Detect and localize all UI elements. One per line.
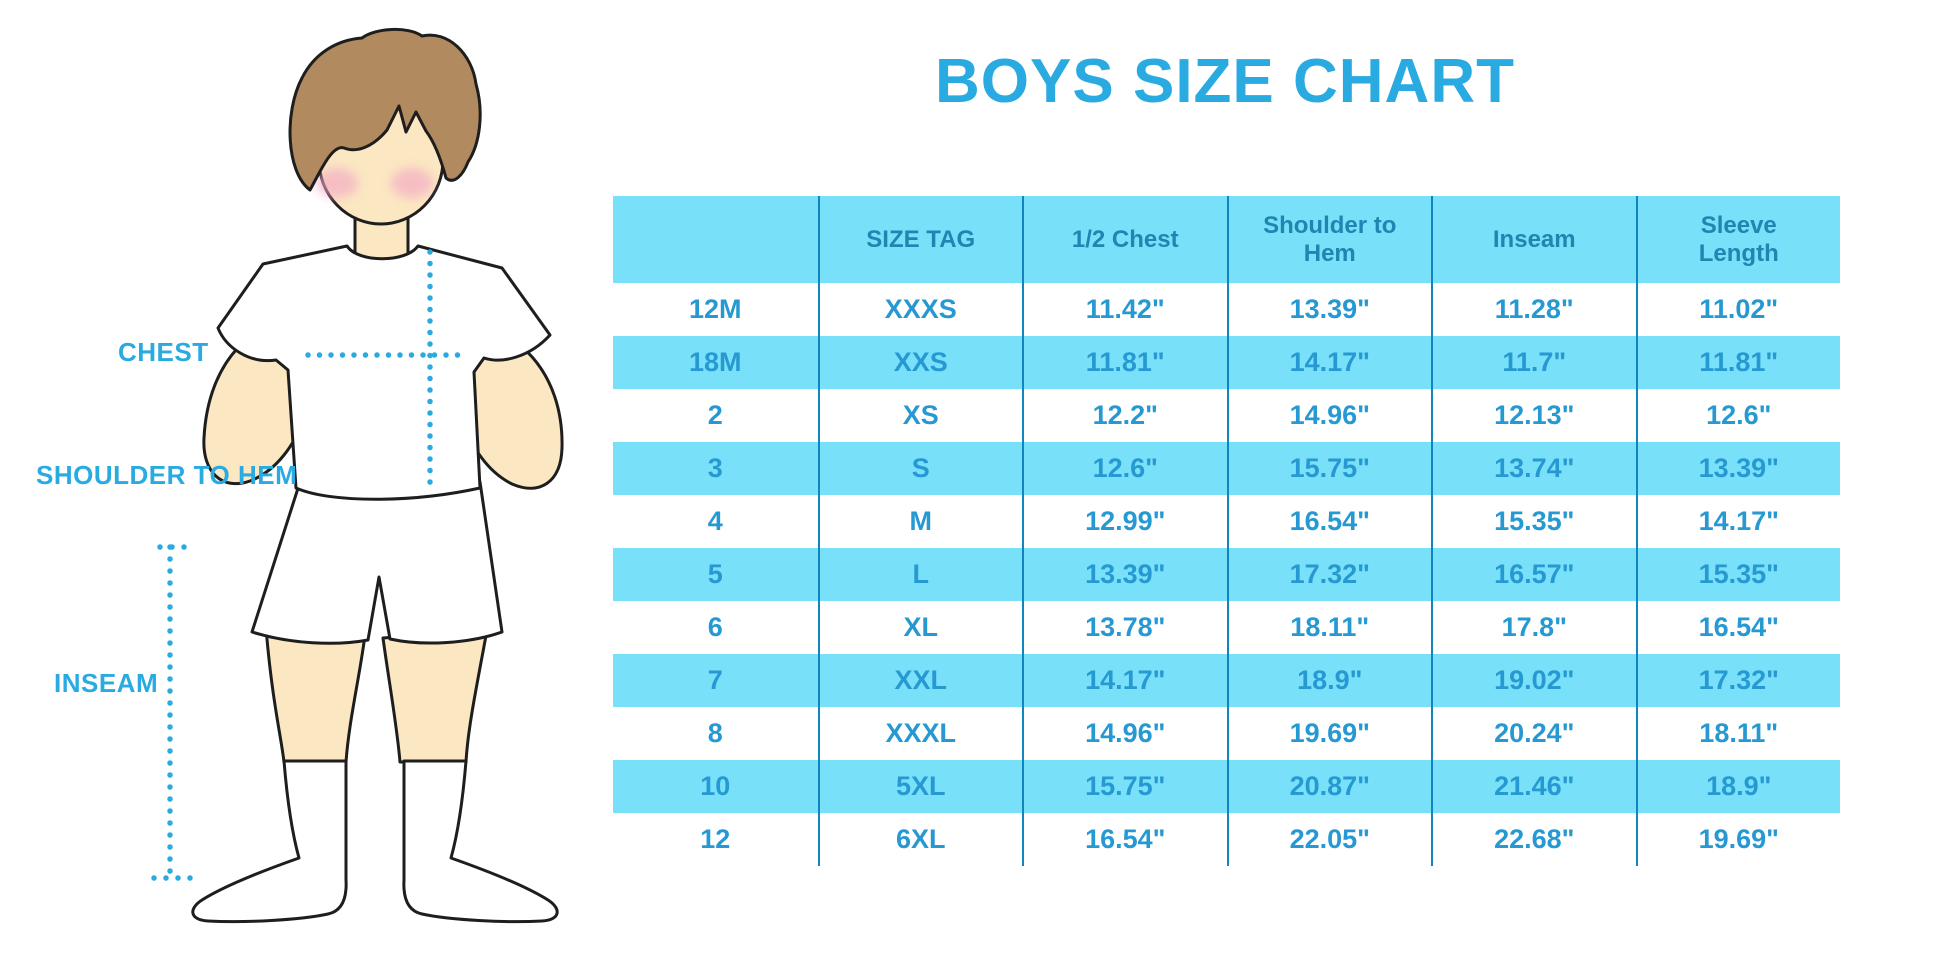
table-cell: XL xyxy=(817,601,1023,654)
socks xyxy=(191,759,559,924)
table-cell: 12M xyxy=(688,294,742,324)
table-cell: XXXS xyxy=(817,283,1023,336)
size-table: SIZE TAG 1/2 Chest Shoulder to Hem Insea… xyxy=(613,196,1840,866)
shorts xyxy=(250,480,504,645)
table-cell: 6 xyxy=(707,612,723,642)
table-cell: 5XL xyxy=(817,760,1023,813)
table-cell: 12.13" xyxy=(1431,389,1636,442)
table-cell: 19.02" xyxy=(1431,654,1636,707)
table-cell: 20.87" xyxy=(1226,760,1432,813)
table-cell: L xyxy=(817,548,1023,601)
table-cell: 18M xyxy=(688,347,742,377)
table-cell: 16.54" xyxy=(1022,813,1227,866)
table-cell: 12.2" xyxy=(1022,389,1227,442)
table-cell: XXXL xyxy=(817,707,1023,760)
table-cell: 12.6" xyxy=(1635,389,1841,442)
table-cell: 14.17" xyxy=(1635,495,1841,548)
shirt xyxy=(216,244,552,501)
boy-illustration xyxy=(151,27,564,924)
table-cell: 11.7" xyxy=(1431,336,1636,389)
table-row: 4 M 12.99" 16.54" 15.35" 14.17" xyxy=(613,495,1840,548)
table-header-cell: Shoulder to Hem xyxy=(1226,196,1432,283)
table-cell: 21.46" xyxy=(1431,760,1636,813)
table-cell: 18.11" xyxy=(1226,601,1432,654)
measurement-lines xyxy=(151,249,465,881)
table-cell: 8 xyxy=(707,718,723,748)
table-cell: 20.24" xyxy=(1431,707,1636,760)
table-cell: 17.8" xyxy=(1431,601,1636,654)
table-cell: 13.39" xyxy=(1022,548,1227,601)
table-cell: 15.75" xyxy=(1226,442,1432,495)
shoulder-to-hem-label: SHOULDER TO HEM xyxy=(36,460,298,490)
table-row: 10 5XL 15.75" 20.87" 21.46" 18.9" xyxy=(613,760,1840,813)
table-cell: 13.78" xyxy=(1022,601,1227,654)
table-cell: 19.69" xyxy=(1226,707,1432,760)
table-cell: 16.54" xyxy=(1226,495,1432,548)
table-row: 7 XXL 14.17" 18.9" 19.02" 17.32" xyxy=(613,654,1840,707)
table-cell: 11.28" xyxy=(1431,283,1636,336)
table-cell: 16.57" xyxy=(1431,548,1636,601)
table-cell: 17.32" xyxy=(1226,548,1432,601)
table-cell: 15.35" xyxy=(1431,495,1636,548)
table-cell: XXS xyxy=(817,336,1023,389)
table-cell: 14.96" xyxy=(1022,707,1227,760)
table-row: 8 XXXL 14.96" 19.69" 20.24" 18.11" xyxy=(613,707,1840,760)
page-title: BOYS SIZE CHART xyxy=(935,47,1515,116)
table-cell: 17.32" xyxy=(1635,654,1841,707)
table-cell: 2 xyxy=(707,400,723,430)
table-cell: 12 xyxy=(700,824,731,854)
blush-cheeks xyxy=(316,168,433,198)
table-row: 3 S 12.6" 15.75" 13.74" 13.39" xyxy=(613,442,1840,495)
table-row: 5 L 13.39" 17.32" 16.57" 15.35" xyxy=(613,548,1840,601)
table-cell: 13.39" xyxy=(1635,442,1841,495)
table-cell: 19.69" xyxy=(1635,813,1841,866)
table-cell: 11.42" xyxy=(1022,283,1227,336)
table-cell: 11.81" xyxy=(1635,336,1841,389)
legs xyxy=(264,626,489,764)
table-cell: 11.81" xyxy=(1022,336,1227,389)
table-cell: 13.74" xyxy=(1431,442,1636,495)
inseam-label: INSEAM xyxy=(54,668,159,698)
table-cell: 13.39" xyxy=(1226,283,1432,336)
table-cell: 18.9" xyxy=(1635,760,1841,813)
table-row: 18M XXS 11.81" 14.17" 11.7" 11.81" xyxy=(613,336,1840,389)
table-cell: XS xyxy=(817,389,1023,442)
table-header-cell xyxy=(613,196,818,283)
table-cell: 18.9" xyxy=(1226,654,1432,707)
table-cell: 3 xyxy=(707,453,723,483)
table-row: 2 XS 12.2" 14.96" 12.13" 12.6" xyxy=(613,389,1840,442)
table-cell: S xyxy=(817,442,1023,495)
hair xyxy=(288,27,482,192)
table-header-cell: Inseam xyxy=(1431,196,1636,283)
table-cell: 14.96" xyxy=(1226,389,1432,442)
chest-label: CHEST xyxy=(118,337,209,367)
table-cell: 5 xyxy=(707,559,723,589)
table-header-cell: SIZE TAG xyxy=(817,196,1023,283)
table-cell: 12.6" xyxy=(1022,442,1227,495)
table-cell: M xyxy=(817,495,1023,548)
table-cell: 22.05" xyxy=(1226,813,1432,866)
table-cell: 22.68" xyxy=(1431,813,1636,866)
table-cell: 15.35" xyxy=(1635,548,1841,601)
table-cell: 14.17" xyxy=(1022,654,1227,707)
table-cell: XXL xyxy=(817,654,1023,707)
table-cell: 4 xyxy=(707,506,723,536)
table-cell: 16.54" xyxy=(1635,601,1841,654)
table-cell: 14.17" xyxy=(1226,336,1432,389)
table-header-cell: 1/2 Chest xyxy=(1022,196,1227,283)
table-cell: 15.75" xyxy=(1022,760,1227,813)
table-header-row: SIZE TAG 1/2 Chest Shoulder to Hem Insea… xyxy=(613,196,1840,283)
table-cell: 18.11" xyxy=(1635,707,1841,760)
table-cell: 7 xyxy=(707,665,723,695)
size-table-body: 12M XXXS 11.42" 13.39" 11.28" 11.02" 18M XXS 11.… xyxy=(613,283,1840,866)
table-row: 12M XXXS 11.42" 13.39" 11.28" 11.02" xyxy=(613,283,1840,336)
table-row: 12 6XL 16.54" 22.05" 22.68" 19.69" xyxy=(613,813,1840,866)
table-row: 6 XL 13.78" 18.11" 17.8" 16.54" xyxy=(613,601,1840,654)
table-cell: 11.02" xyxy=(1635,283,1841,336)
table-header-cell: Sleeve Length xyxy=(1635,196,1841,283)
table-cell: 10 xyxy=(700,771,731,801)
table-cell: 12.99" xyxy=(1022,495,1227,548)
table-cell: 6XL xyxy=(817,813,1023,866)
